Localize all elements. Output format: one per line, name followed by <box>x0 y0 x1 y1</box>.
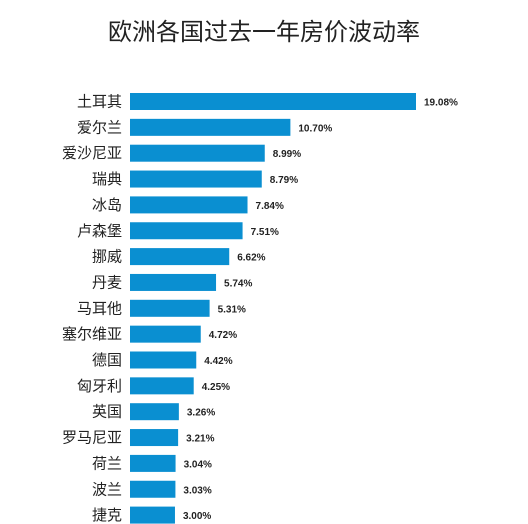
bar <box>130 480 176 498</box>
value-label: 19.08% <box>424 98 458 109</box>
bar <box>130 248 230 266</box>
value-label: 5.31% <box>218 304 246 315</box>
category-label: 瑞典 <box>92 170 122 188</box>
value-label: 5.74% <box>224 278 252 289</box>
value-label: 4.25% <box>202 382 230 393</box>
category-label: 捷克 <box>92 506 122 524</box>
bar <box>130 273 217 291</box>
category-label: 德国 <box>92 351 122 369</box>
value-label: 3.00% <box>183 511 211 522</box>
bar <box>130 454 176 472</box>
value-label: 3.21% <box>186 434 214 445</box>
value-label: 10.70% <box>298 123 332 134</box>
bar <box>130 144 265 162</box>
category-label: 波兰 <box>92 480 122 498</box>
value-label: 7.51% <box>251 227 279 238</box>
category-label: 爱尔兰 <box>77 118 122 136</box>
bar <box>130 222 243 240</box>
category-label: 土耳其 <box>77 93 122 111</box>
category-label: 马耳他 <box>77 299 122 317</box>
bar <box>130 377 194 395</box>
category-label: 丹麦 <box>92 273 122 291</box>
value-label: 4.72% <box>209 330 237 341</box>
category-label: 爱沙尼亚 <box>62 144 122 162</box>
bar <box>130 325 201 343</box>
bar <box>130 170 262 188</box>
value-label: 7.84% <box>256 201 284 212</box>
category-label: 卢森堡 <box>77 222 122 240</box>
bar <box>130 506 175 524</box>
chart-title: 欧洲各国过去一年房价波动率 <box>108 18 420 46</box>
category-label: 罗马尼亚 <box>62 429 122 447</box>
value-label: 3.04% <box>184 459 212 470</box>
bar <box>130 403 179 421</box>
category-label: 荷兰 <box>92 454 122 472</box>
category-label: 塞尔维亚 <box>62 325 122 343</box>
bar <box>130 429 179 447</box>
value-label: 3.03% <box>183 485 211 496</box>
category-label: 冰岛 <box>92 196 122 214</box>
bar <box>130 299 210 317</box>
value-label: 8.99% <box>273 149 301 160</box>
bar <box>130 93 416 110</box>
category-label: 匈牙利 <box>77 377 122 395</box>
category-label: 挪威 <box>92 248 122 266</box>
value-label: 3.26% <box>187 408 215 419</box>
category-label: 英国 <box>92 403 122 421</box>
value-label: 4.42% <box>204 356 232 367</box>
bar <box>130 196 248 214</box>
bar <box>130 351 197 369</box>
value-label: 6.62% <box>237 253 265 264</box>
bar <box>130 118 291 136</box>
value-label: 8.79% <box>270 175 298 186</box>
